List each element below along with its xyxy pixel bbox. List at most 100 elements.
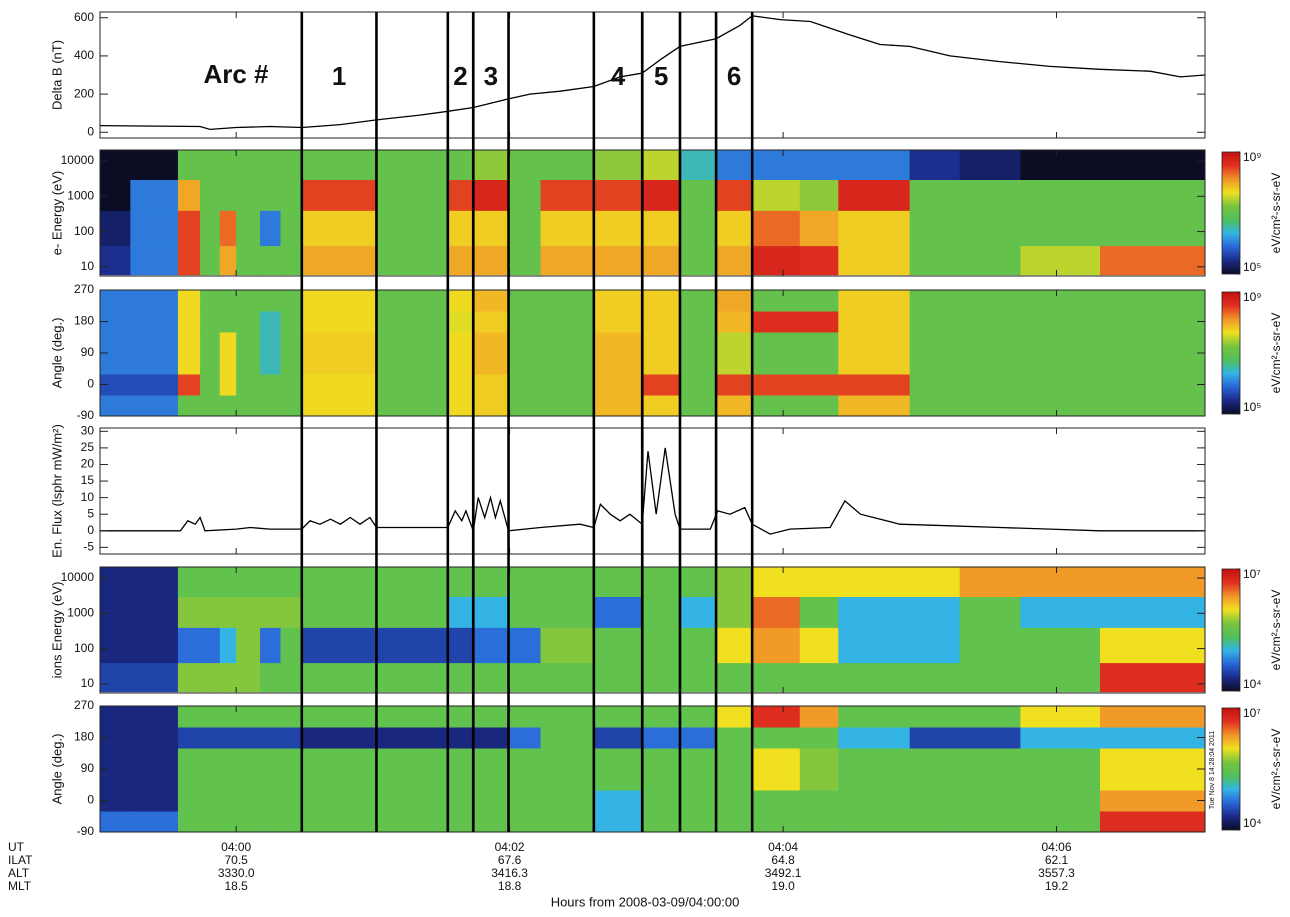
y-tick-label: 90 (81, 345, 95, 359)
heatmap-cell (959, 706, 1021, 728)
heatmap-cell (959, 627, 1021, 664)
heatmap-cell (909, 811, 961, 832)
heatmap-cell (200, 790, 221, 812)
heatmap-cell (200, 727, 221, 749)
heatmap-cell (130, 245, 179, 276)
heatmap-cell (909, 374, 961, 396)
y-axis-label: Angle (deg.) (49, 318, 64, 389)
heatmap-cell (679, 150, 717, 181)
y-tick-label: 15 (81, 473, 95, 487)
x-row-name: MLT (8, 879, 32, 893)
heatmap-cell (593, 596, 643, 628)
heatmap-cell (679, 706, 717, 728)
y-tick-label: 270 (74, 698, 94, 712)
heatmap-cell (540, 210, 595, 247)
x-tick-label: 04:04 (768, 840, 798, 854)
heatmap-cell (130, 596, 179, 628)
heatmap-cell (508, 596, 542, 628)
heatmap-cell (280, 706, 303, 728)
heatmap-cell (473, 811, 510, 832)
heatmap-cell (959, 150, 1021, 181)
heatmap-cell (236, 567, 261, 598)
heatmap-cell (376, 748, 449, 791)
heatmap-cell (1020, 748, 1101, 791)
heatmap-cell (959, 567, 1021, 598)
heatmap-cell (280, 727, 303, 749)
heatmap-cell (447, 811, 474, 832)
heatmap-cell (447, 290, 474, 312)
x-row-value: 3557.3 (1038, 866, 1075, 880)
heatmap-cell (473, 245, 510, 276)
y-tick-label: 30 (81, 423, 95, 437)
heatmap-cell (100, 706, 131, 728)
y-tick-label: 400 (74, 48, 94, 62)
heatmap-cell (100, 627, 131, 664)
panel (100, 150, 1205, 276)
heatmap-cell (200, 332, 221, 375)
heatmap-cell (508, 290, 542, 312)
heatmap-cell (376, 150, 449, 181)
heatmap-cell (200, 311, 221, 333)
heatmap-cell (799, 332, 839, 375)
heatmap-cell (508, 311, 542, 333)
heatmap-cell (799, 706, 839, 728)
heatmap-cell (838, 150, 911, 181)
heatmap-cell (593, 245, 643, 276)
heatmap-cell (642, 596, 681, 628)
heatmap-cell (236, 150, 261, 181)
y-tick-label: 1000 (67, 188, 94, 202)
heatmap-cell (259, 210, 281, 247)
heatmap-cell (376, 662, 449, 693)
heatmap-cell (200, 706, 221, 728)
heatmap-cell (200, 567, 221, 598)
heatmap-cell (100, 245, 131, 276)
heatmap-cell (642, 245, 681, 276)
timestamp: Tue Nov 8 14:28:04 2011 (1209, 731, 1216, 809)
heatmap-cell (593, 179, 643, 211)
colorbar-label: eV/cm²-s-sr-eV (1269, 729, 1283, 810)
heatmap-cell (959, 596, 1021, 628)
heatmap-cell (100, 210, 131, 247)
heatmap-cell (679, 567, 717, 598)
heatmap-cell (959, 245, 1021, 276)
heatmap-cell (1020, 374, 1101, 396)
heatmap-cell (679, 395, 717, 416)
x-row-value: 67.6 (498, 853, 522, 867)
heatmap-cell (100, 311, 131, 333)
heatmap-cell (1099, 727, 1205, 749)
heatmap-cell (679, 662, 717, 693)
heatmap-cell (909, 727, 961, 749)
heatmap-cell (376, 790, 449, 812)
heatmap-cell (301, 374, 377, 396)
heatmap-cell (959, 790, 1021, 812)
heatmap-cell (100, 395, 131, 416)
heatmap-cell (259, 627, 281, 664)
heatmap-cell (508, 790, 542, 812)
heatmap-cell (679, 179, 717, 211)
heatmap-cell (752, 290, 801, 312)
heatmap-cell (679, 245, 717, 276)
colorbar (1221, 291, 1241, 415)
heatmap-cell (959, 662, 1021, 693)
heatmap-cell (376, 210, 449, 247)
heatmap-cell (280, 150, 303, 181)
heatmap-cell (200, 245, 221, 276)
heatmap-cell (642, 210, 681, 247)
panel-frame (99, 11, 1206, 139)
heatmap-cell (100, 179, 131, 211)
heatmap-cell (959, 374, 1021, 396)
heatmap-cell (177, 245, 201, 276)
heatmap-cell (219, 596, 237, 628)
heatmap-cell (752, 210, 801, 247)
heatmap-cell (259, 395, 281, 416)
heatmap-cell (752, 245, 801, 276)
heatmap-cell (642, 790, 681, 812)
heatmap-cell (508, 150, 542, 181)
heatmap-cell (473, 748, 510, 791)
heatmap-cell (130, 662, 179, 693)
heatmap-cell (280, 290, 303, 312)
heatmap-cell (1020, 811, 1101, 832)
heatmap-cell (909, 311, 961, 333)
heatmap-cell (799, 567, 839, 598)
heatmap-cell (301, 706, 377, 728)
